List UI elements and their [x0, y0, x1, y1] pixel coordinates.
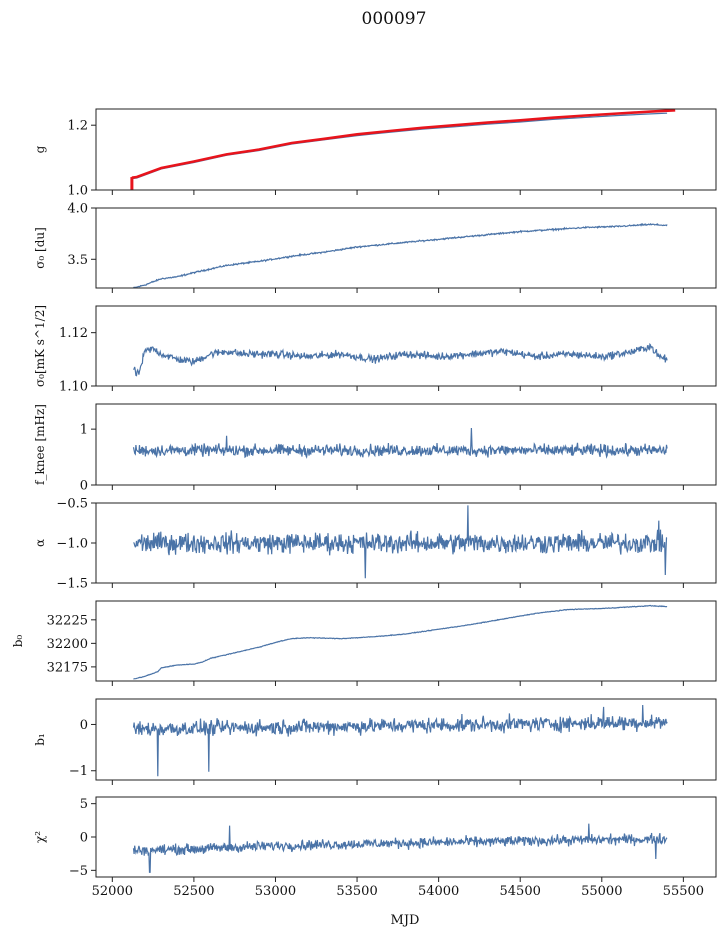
axes-frame	[95, 698, 717, 781]
axes-frame	[95, 600, 717, 682]
y-axis-label: σ₀ [du]	[33, 227, 47, 269]
y-tick-label: 5	[80, 797, 88, 812]
panels: 1.0 1.2 g 3.5 4.0 σ₀ [du] 1.10 1.12 σ₀[mK s^1/2]…	[11, 108, 717, 899]
axes-frame	[95, 207, 717, 289]
y-tick-label: 32225	[47, 613, 88, 628]
y-tick-label: −5	[69, 864, 88, 879]
series-line-3-1	[133, 342, 668, 377]
x-tick-label: 53500	[336, 884, 377, 899]
y-axis-label: α	[33, 539, 47, 547]
series-line-2-1	[133, 223, 668, 288]
axes-frame	[95, 108, 717, 191]
panel-4: 0 1 f_knee [mHz]	[33, 403, 717, 494]
figure-title: 000097	[362, 9, 427, 29]
panel-8: −5 0 5 52000 52500 53000 53500 54000 54500 55000 5…	[33, 796, 717, 899]
y-axis-label: g	[33, 145, 47, 153]
series-line-5-1	[133, 505, 668, 579]
y-axis-label: χ²	[33, 831, 47, 843]
axes-frame	[95, 305, 717, 387]
series-line-1-1	[131, 112, 668, 180]
series-line-4-1	[132, 427, 668, 459]
x-tick-label: 55000	[581, 884, 622, 899]
y-tick-label: −0.5	[56, 497, 88, 512]
y-axis-label: b₀	[11, 635, 25, 648]
x-tick-label: 52000	[92, 884, 133, 899]
y-tick-label: 32175	[47, 660, 88, 675]
y-tick-label: −1	[69, 764, 88, 779]
x-tick-label: 54000	[418, 884, 459, 899]
x-tick-label: 53000	[255, 884, 296, 899]
y-axis-label: b₁	[33, 733, 47, 746]
series-line-1-2	[131, 109, 676, 179]
y-tick-label: −1.0	[56, 537, 88, 552]
x-tick-label: 55500	[663, 884, 704, 899]
series-line-8-1	[132, 823, 668, 873]
series-line-7-1	[132, 704, 668, 777]
y-tick-label: 0	[80, 831, 88, 846]
y-tick-label: 4.0	[67, 202, 88, 217]
x-axis-label: MJD	[391, 913, 420, 928]
panel-7: −1 0 b₁	[33, 698, 717, 785]
y-tick-label: 1.0	[67, 184, 88, 199]
y-axis-label: σ₀[mK s^1/2]	[33, 305, 47, 387]
axes-frame	[95, 403, 717, 486]
y-axis-label: f_knee [mHz]	[33, 404, 47, 485]
series-line-6-1	[133, 604, 668, 680]
panel-2: 3.5 4.0 σ₀ [du]	[33, 202, 717, 293]
y-tick-label: 1.10	[59, 380, 88, 395]
panel-1: 1.0 1.2 g	[33, 108, 717, 199]
y-tick-label: 3.5	[67, 253, 88, 268]
y-tick-label: 1	[80, 423, 88, 438]
y-tick-label: 32200	[47, 637, 88, 652]
panel-5: −1.5 −1.0 −0.5 α	[33, 497, 717, 592]
x-tick-label: 52500	[173, 884, 214, 899]
y-tick-label: 1.2	[67, 119, 88, 134]
y-tick-label: 0	[80, 718, 88, 733]
x-tick-label: 54500	[500, 884, 541, 899]
y-tick-label: −1.5	[56, 577, 88, 592]
y-tick-label: 0	[80, 479, 88, 494]
y-tick-label: 1.12	[59, 326, 88, 341]
panel-3: 1.10 1.12 σ₀[mK s^1/2]	[33, 305, 717, 395]
panel-6: 32175 32200 32225 b₀	[11, 600, 717, 686]
